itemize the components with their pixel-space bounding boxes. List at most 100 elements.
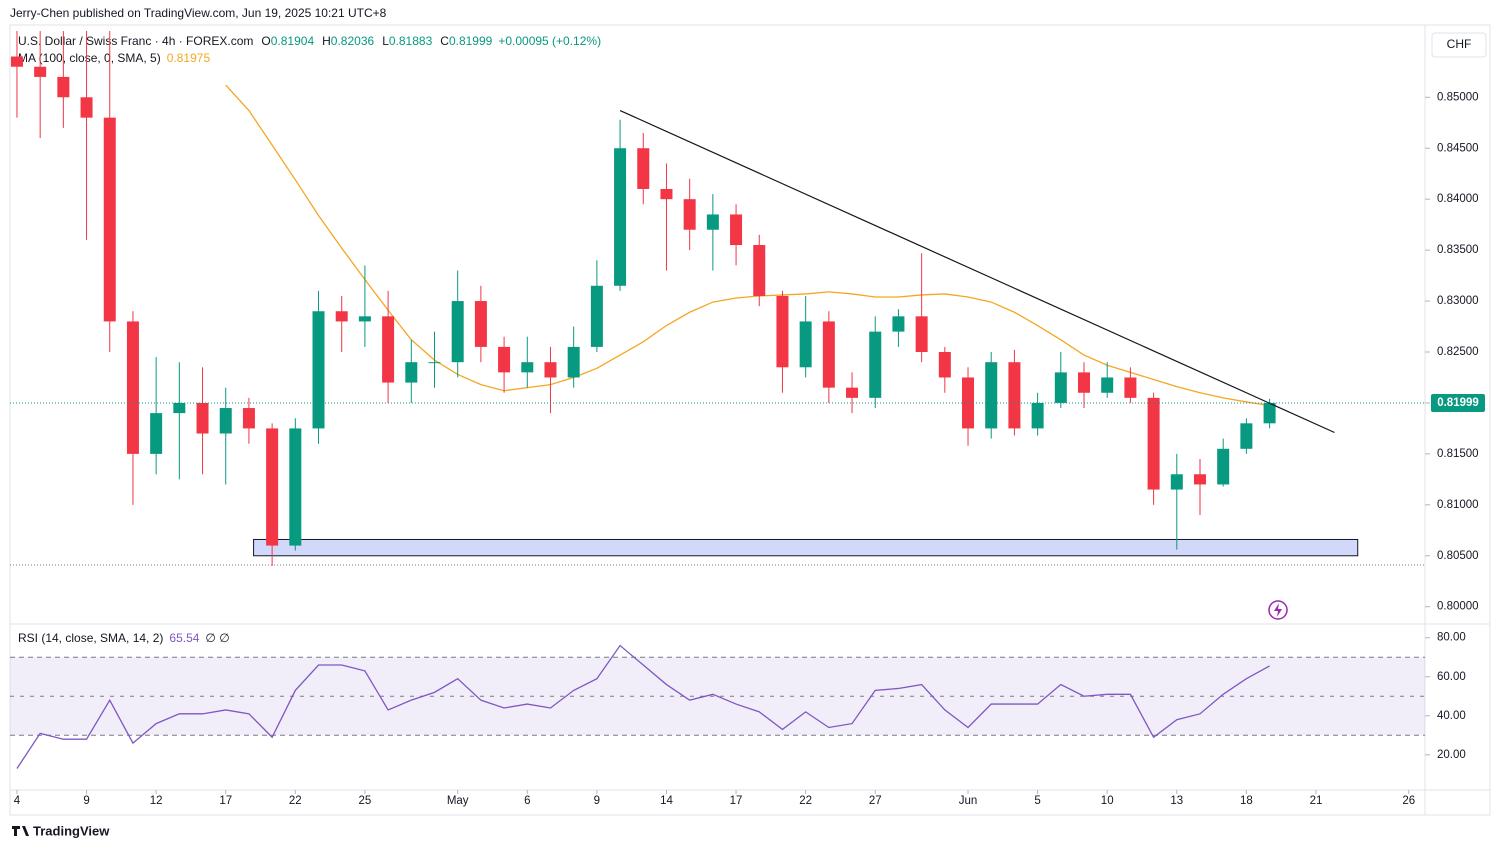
candle-body <box>474 301 487 347</box>
candle-body <box>266 428 279 546</box>
x-tick-label: 13 <box>1170 795 1183 807</box>
candle-body <box>428 362 441 364</box>
candle-body <box>1170 474 1183 490</box>
alert-icon[interactable] <box>1268 600 1288 620</box>
x-tick-label: Jun <box>959 795 978 807</box>
y-tick-label: 0.83000 <box>1437 295 1479 307</box>
moving-average <box>225 84 1270 407</box>
rsi-y-tick-label: 80.00 <box>1437 632 1466 644</box>
x-tick-label: 17 <box>730 795 743 807</box>
candle-body <box>1031 402 1044 429</box>
ohlc-letter: O <box>261 34 270 48</box>
candle-body <box>822 321 835 388</box>
x-tick-label: 9 <box>83 795 89 807</box>
candle-body <box>10 56 23 67</box>
support-zone <box>253 538 1359 557</box>
y-tick-label: 0.84000 <box>1437 193 1479 205</box>
candle-body <box>567 346 580 378</box>
candle-body <box>614 148 627 286</box>
candle-body <box>892 316 905 332</box>
candle-body <box>753 245 766 296</box>
x-tick-label: 12 <box>150 795 163 807</box>
candle-body <box>382 316 395 383</box>
y-tick-label: 0.82500 <box>1437 346 1479 358</box>
x-tick-label: 18 <box>1240 795 1253 807</box>
change: +0.00095 (+0.12%) <box>498 34 601 48</box>
candle-body <box>938 352 951 378</box>
x-tick-label: 25 <box>359 795 372 807</box>
y-tick-label: 0.85000 <box>1437 91 1479 103</box>
ohlc-letter: H <box>322 34 331 48</box>
candle-body <box>196 402 209 434</box>
ohlc-letter: L <box>382 34 389 48</box>
ohlc-letter: C <box>440 34 449 48</box>
ohlc-value: 0.81999 <box>449 34 493 48</box>
x-tick-label: 21 <box>1310 795 1323 807</box>
legend: U.S. Dollar / Swiss Franc · 4h · FOREX.c… <box>18 34 601 645</box>
y-tick-label: 0.81000 <box>1437 499 1479 511</box>
y-tick-label: 0.80000 <box>1437 601 1479 613</box>
x-tick-label: 22 <box>799 795 812 807</box>
price-pane <box>10 31 1359 566</box>
candle-body <box>358 316 371 322</box>
logo-icon <box>12 826 29 836</box>
y-tick-label: 0.84500 <box>1437 142 1479 154</box>
candle-body <box>103 117 116 322</box>
candle-body <box>1263 402 1276 424</box>
candle-body <box>498 346 511 373</box>
candle-body <box>730 214 743 246</box>
candle-body <box>1217 448 1230 485</box>
candle-body <box>289 428 302 546</box>
x-tick-label: 6 <box>524 795 530 807</box>
candle-body <box>126 321 139 454</box>
ohlc-value: 0.81883 <box>389 34 433 48</box>
candle-body <box>544 362 557 378</box>
symbol: U.S. Dollar / Swiss Franc · 4h · FOREX.c… <box>18 34 253 48</box>
candle-body <box>1008 362 1021 429</box>
currency[interactable]: CHF <box>1447 37 1472 51</box>
alert-bolt <box>1274 603 1282 617</box>
candle-body <box>706 214 719 230</box>
candle-body <box>799 321 812 368</box>
y-tick-label: 0.83500 <box>1437 244 1479 256</box>
ma-value: 0.81975 <box>167 51 211 65</box>
x-tick-label: 14 <box>660 795 673 807</box>
candle-body <box>451 301 464 363</box>
x-tick-label: 9 <box>594 795 600 807</box>
logo-text: TradingView <box>33 823 110 838</box>
candle-body <box>1147 397 1160 490</box>
rsi-line <box>16 644 1270 769</box>
candle-body <box>683 199 696 230</box>
frame <box>9 24 1491 816</box>
last-price-label: 0.81999 <box>1437 397 1479 409</box>
ohlc-value: 0.81904 <box>271 34 315 48</box>
last-price-box <box>1431 394 1485 413</box>
x-tick-label: 17 <box>219 795 232 807</box>
y-tick-label: 0.81500 <box>1437 448 1479 460</box>
candle-body <box>335 311 348 322</box>
rsi-value: 65.54 <box>169 631 199 645</box>
rsi-legend: RSI (14, close, SMA, 14, 2) 65.54 ∅ ∅ <box>18 631 230 645</box>
rsi-name: RSI (14, close, SMA, 14, 2) <box>18 631 163 645</box>
candle-body <box>312 311 325 429</box>
candle-body <box>1101 377 1114 393</box>
y-tick-label: 0.80500 <box>1437 550 1479 562</box>
candle-body <box>962 377 975 429</box>
candle-body <box>1124 377 1137 398</box>
currency-button[interactable] <box>1431 32 1487 58</box>
candle-body <box>1193 474 1206 485</box>
x-tick-label: 22 <box>289 795 302 807</box>
rsi-extra: ∅ ∅ <box>205 631 229 645</box>
candle-body <box>173 402 186 414</box>
candle-body <box>405 362 418 383</box>
x-tick-label: May <box>447 795 469 807</box>
x-tick-label: 27 <box>869 795 882 807</box>
candle-body <box>1240 423 1253 449</box>
rsi-y-tick-label: 40.00 <box>1437 710 1466 722</box>
ma-legend: MA (100, close, 0, SMA, 5) 0.81975 <box>18 51 210 65</box>
candle-body <box>637 148 650 189</box>
candle-body <box>34 66 47 77</box>
rsi-pane <box>10 644 1425 769</box>
